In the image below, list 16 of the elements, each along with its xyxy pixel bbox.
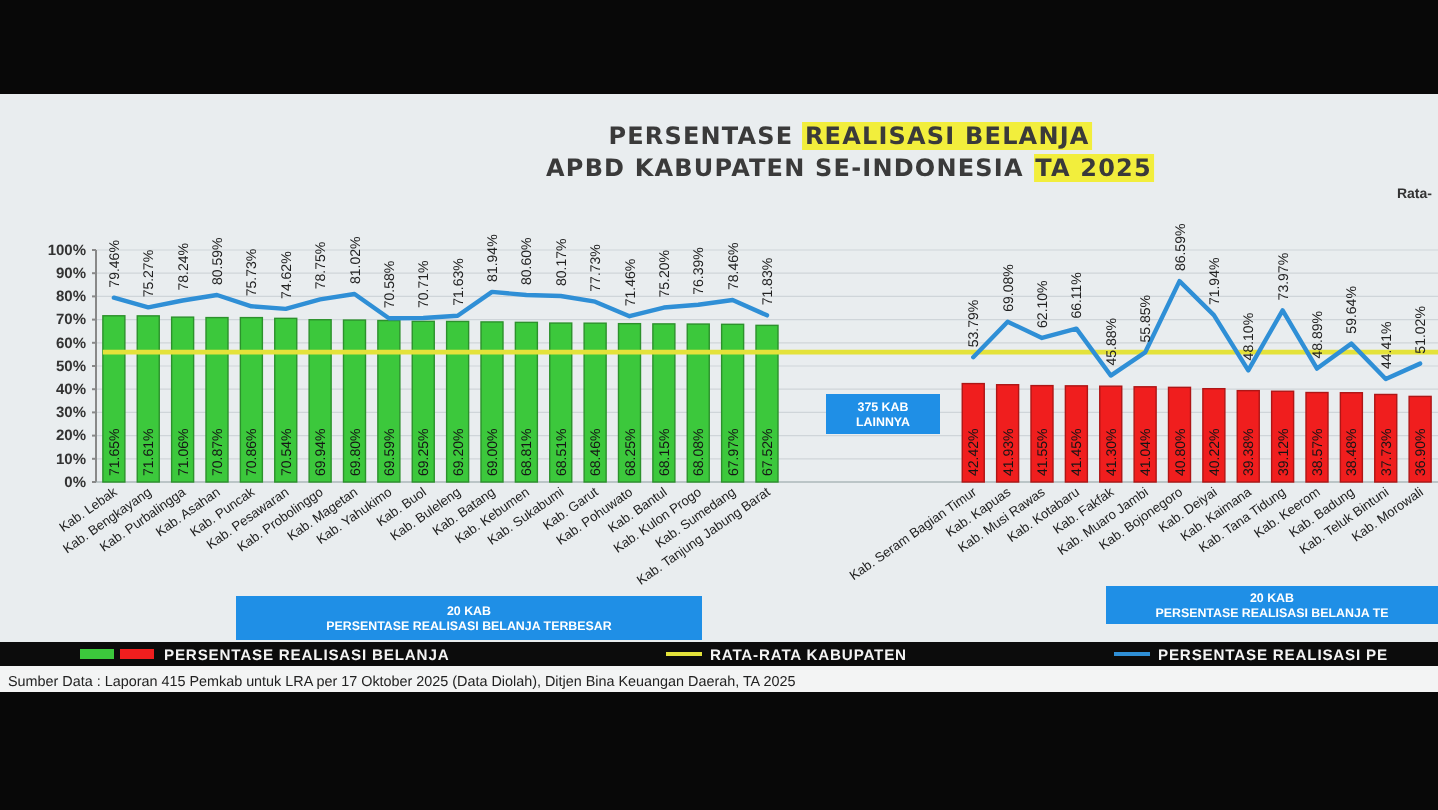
bar: [170, 316, 195, 483]
bar: [136, 315, 160, 483]
bar: [1030, 384, 1054, 483]
bar: [755, 324, 779, 483]
bar: [652, 323, 676, 483]
bar: [1133, 386, 1157, 483]
bar: [205, 316, 229, 483]
bar: [102, 315, 126, 483]
chart-title: PERSENTASE REALISASI BELANJA: [608, 122, 1092, 150]
bar: [308, 319, 332, 483]
bar: [480, 321, 504, 483]
bar: [1202, 387, 1226, 483]
bar: [583, 322, 607, 483]
bar: [1305, 391, 1329, 483]
chart-subtitle: APBD KABUPATEN SE-INDONESIA TA 2025: [546, 154, 1154, 182]
bar: [377, 319, 401, 483]
